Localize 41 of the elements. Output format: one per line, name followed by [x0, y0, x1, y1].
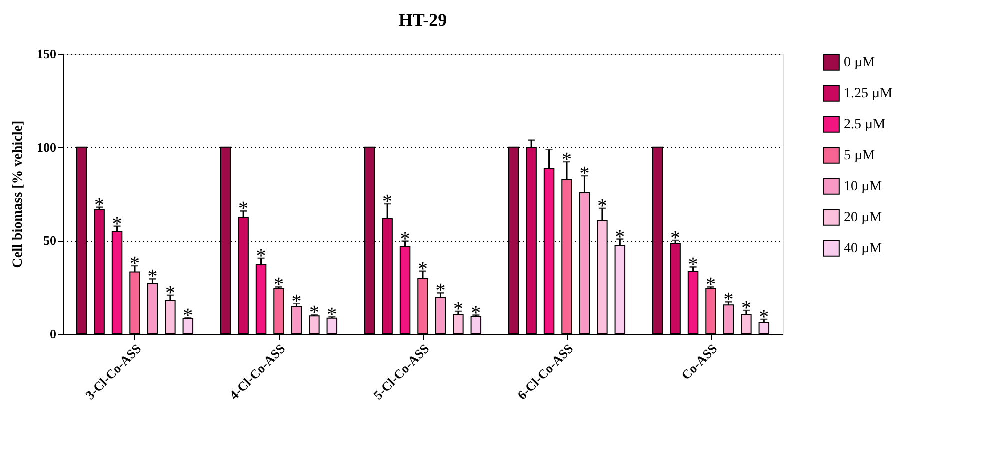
data-label: * — [130, 252, 140, 275]
data-label: * — [94, 194, 105, 216]
legend-label: 40 µM — [844, 242, 883, 256]
data-label: * — [453, 298, 464, 321]
legend-label: 1.25 µM — [844, 86, 894, 102]
data-label: * — [615, 226, 626, 248]
data-label: * — [562, 148, 572, 171]
legend-label: 20 µM — [844, 210, 883, 226]
data-label: * — [238, 198, 249, 220]
y-tick-label: 50 — [44, 233, 56, 248]
data-label: * — [309, 302, 320, 324]
data-label: * — [148, 266, 158, 288]
data-label: * — [400, 228, 410, 250]
data-label: * — [418, 258, 428, 280]
y-tick-label: 150 — [37, 46, 56, 62]
y-tick-label: 100 — [37, 140, 56, 155]
data-label: * — [274, 274, 284, 296]
data-label: * — [256, 246, 266, 268]
data-label: * — [292, 290, 302, 313]
data-label: * — [724, 289, 734, 312]
data-label: * — [327, 304, 338, 326]
data-label: * — [688, 254, 698, 276]
chart-title: HT-29 — [398, 10, 448, 30]
y-axis-title: Cell biomass [% vehicle] — [11, 120, 26, 268]
data-label: * — [759, 306, 770, 329]
legend-label: 5 µM — [844, 148, 876, 164]
data-label: * — [741, 298, 752, 320]
legend-label: 0 µM — [844, 56, 876, 70]
data-label: * — [165, 282, 176, 305]
legend-label: 2.5 µM — [844, 118, 886, 132]
y-tick-label: 0 — [50, 326, 56, 342]
data-label: * — [436, 280, 446, 302]
data-label: * — [706, 274, 716, 296]
data-label: * — [183, 304, 194, 327]
data-label: * — [670, 228, 681, 250]
data-label: * — [597, 196, 608, 218]
legend-label: 10 µM — [844, 180, 883, 194]
data-label: * — [112, 213, 122, 236]
data-label: * — [382, 190, 393, 213]
data-label: * — [471, 302, 482, 324]
data-label: * — [580, 162, 590, 185]
